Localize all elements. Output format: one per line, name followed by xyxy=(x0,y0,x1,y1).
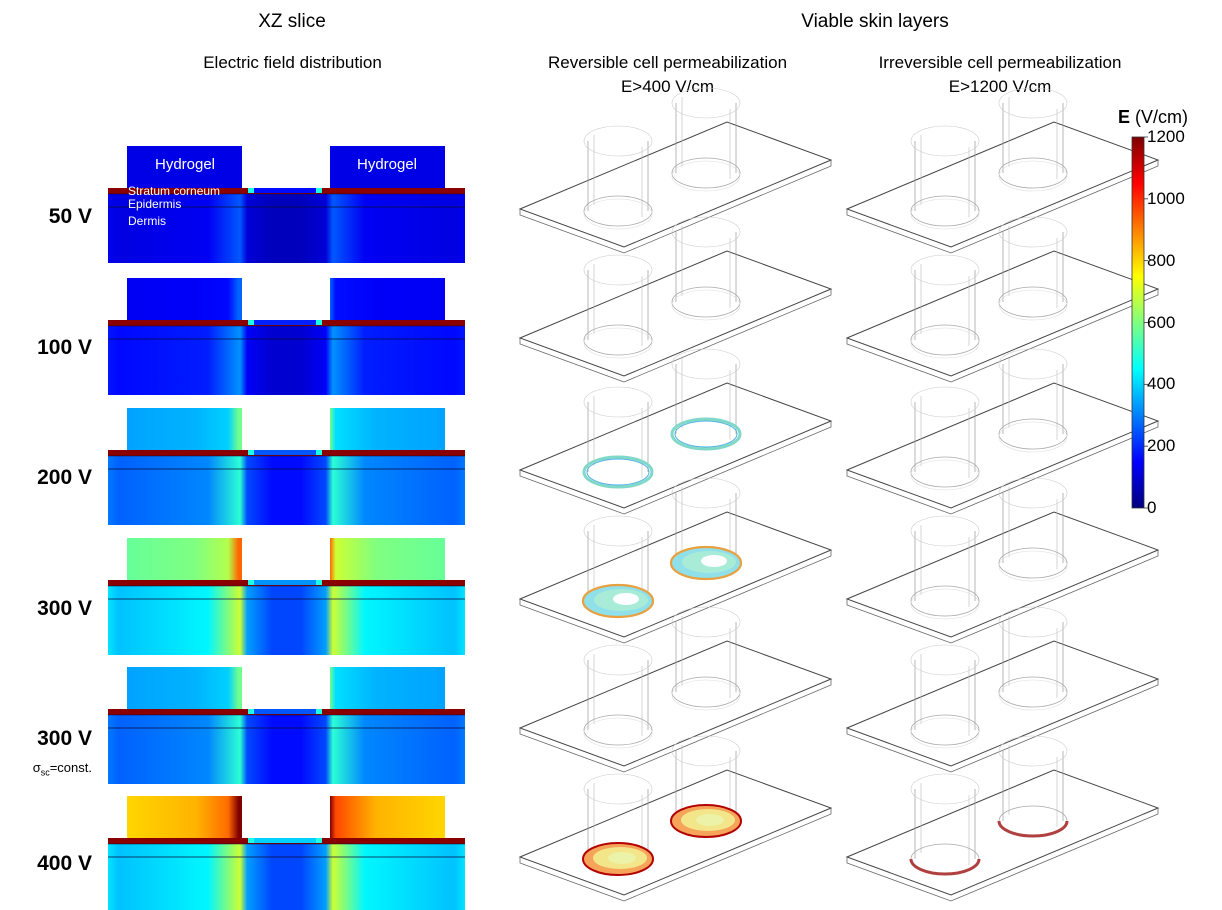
reversible-panel-3 xyxy=(518,348,833,515)
epidermis-label: Epidermis xyxy=(128,197,182,211)
dermis-region xyxy=(108,193,465,263)
electrode-footprint-2 xyxy=(997,735,1069,838)
colorbar-tick-label: 1000 xyxy=(1147,188,1185,208)
irreversible-panel-5 xyxy=(845,606,1160,773)
electrode-footprint-2 xyxy=(998,477,1068,582)
electrode-footprint-1 xyxy=(910,125,980,230)
row-label-1: 50 V xyxy=(48,205,92,228)
sigma-const-label: σsc=const. xyxy=(32,760,92,778)
electrode-footprint-1 xyxy=(910,254,980,359)
inter-electrode-gap xyxy=(250,450,322,455)
electrode-footprint-1 xyxy=(583,254,653,359)
hydrogel-electrode xyxy=(330,146,445,188)
row-label-4: 300 V xyxy=(37,597,92,620)
row-label-6: 400 V xyxy=(37,852,92,875)
dermis-region xyxy=(108,455,465,525)
inter-electrode-gap xyxy=(250,838,322,843)
row-label-3: 200 V xyxy=(37,466,92,489)
reversible-header: Reversible cell permeabilization xyxy=(547,53,788,72)
xz-slice-6 xyxy=(108,796,465,910)
electrode-footprint-1 xyxy=(582,773,654,876)
electrode-footprint-1 xyxy=(910,386,980,491)
hydrogel-label-left: Hydrogel xyxy=(154,156,216,173)
electrode-footprint-2 xyxy=(670,348,742,451)
electrode-footprint-1 xyxy=(582,386,654,489)
electrode-footprint-2 xyxy=(671,606,741,711)
xz-slice-2 xyxy=(108,278,465,395)
xz-slices xyxy=(108,146,465,910)
hydrogel-electrode xyxy=(127,278,242,320)
hydrogel-electrode xyxy=(127,146,242,188)
hydrogel-label-right: Hydrogel xyxy=(356,156,418,173)
colorbar-tick-label: 0 xyxy=(1147,498,1157,517)
hydrogel-electrode xyxy=(127,408,242,450)
irreversible-threshold: E>1200 V/cm xyxy=(948,77,1052,96)
reversible-panel-1 xyxy=(518,87,833,254)
reversible-panel-4 xyxy=(518,477,833,644)
hydrogel-electrode xyxy=(330,408,445,450)
electrode-footprint-1 xyxy=(910,515,980,620)
hydrogel-electrode xyxy=(127,667,242,709)
hydrogel-electrode xyxy=(330,278,445,320)
electrode-footprint-1 xyxy=(583,644,653,749)
electrode-footprint-2 xyxy=(670,735,742,838)
hydrogel-electrode xyxy=(127,796,242,838)
reversible-threshold: E>400 V/cm xyxy=(620,77,715,96)
xz-slice-3 xyxy=(108,408,465,525)
xz-slice-5 xyxy=(108,667,465,784)
electrode-footprint-2 xyxy=(998,216,1068,321)
electrode-footprint-2 xyxy=(998,348,1068,453)
electrode-footprint-2 xyxy=(998,87,1068,192)
electrode-footprint-1 xyxy=(581,515,655,619)
irreversible-panel-1 xyxy=(845,87,1160,254)
colorbar-tick-label: 800 xyxy=(1147,250,1176,270)
irreversible-panel-6 xyxy=(845,735,1160,902)
hydrogel-electrode xyxy=(330,796,445,838)
stratum-corneum-label: Stratum corneum xyxy=(128,184,221,198)
electric-field-header: Electric field distribution xyxy=(203,53,382,72)
xz-slice-4 xyxy=(108,538,465,655)
skin-layer-panels xyxy=(518,87,1160,902)
electrode-footprint-1 xyxy=(910,644,980,749)
electrode-footprint-2 xyxy=(998,606,1068,711)
irreversible-panel-2 xyxy=(845,216,1160,383)
row-label-2: 100 V xyxy=(37,336,92,359)
reversible-panel-2 xyxy=(518,216,833,383)
viable-skin-header: Viable skin layers xyxy=(801,11,949,32)
colorbar-label: E (V/cm) xyxy=(1118,107,1189,127)
dermis-region xyxy=(108,585,465,655)
colorbar xyxy=(1131,136,1145,509)
irreversible-panel-3 xyxy=(845,348,1160,515)
irreversible-panel-4 xyxy=(845,477,1160,644)
colorbar-tick-label: 200 xyxy=(1147,436,1176,456)
colorbar-tick-label: 600 xyxy=(1147,312,1176,332)
hydrogel-electrode xyxy=(330,667,445,709)
colorbar-tick-label: 1200 xyxy=(1147,127,1185,146)
inter-electrode-gap xyxy=(250,580,322,585)
electrode-footprint-1 xyxy=(909,773,981,876)
electrode-footprint-2 xyxy=(671,87,741,192)
electrode-footprint-1 xyxy=(583,125,653,230)
electrode-footprint-2 xyxy=(669,477,743,581)
dermis-region xyxy=(108,843,465,910)
dermis-region xyxy=(108,714,465,784)
inter-electrode-gap xyxy=(250,709,322,714)
reversible-panel-5 xyxy=(518,606,833,773)
irreversible-header: Irreversible cell permeabilization xyxy=(878,53,1122,72)
hydrogel-electrode xyxy=(127,538,242,580)
hydrogel-electrode xyxy=(330,538,445,580)
electrode-footprint-2 xyxy=(671,216,741,321)
colorbar-tick-label: 400 xyxy=(1147,374,1176,394)
inter-electrode-gap xyxy=(250,320,322,325)
reversible-panel-6 xyxy=(518,735,833,902)
xz-slice-1 xyxy=(108,146,465,263)
dermis-region xyxy=(108,325,465,395)
dermis-label: Dermis xyxy=(128,214,166,228)
xz-slice-header: XZ slice xyxy=(258,11,326,32)
inter-electrode-gap xyxy=(250,188,322,193)
row-label-5: 300 V xyxy=(37,727,92,750)
